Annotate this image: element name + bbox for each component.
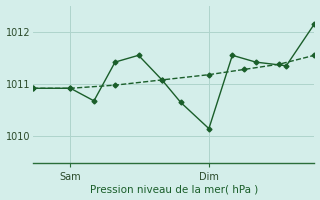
X-axis label: Pression niveau de la mer( hPa ): Pression niveau de la mer( hPa ) (90, 184, 258, 194)
